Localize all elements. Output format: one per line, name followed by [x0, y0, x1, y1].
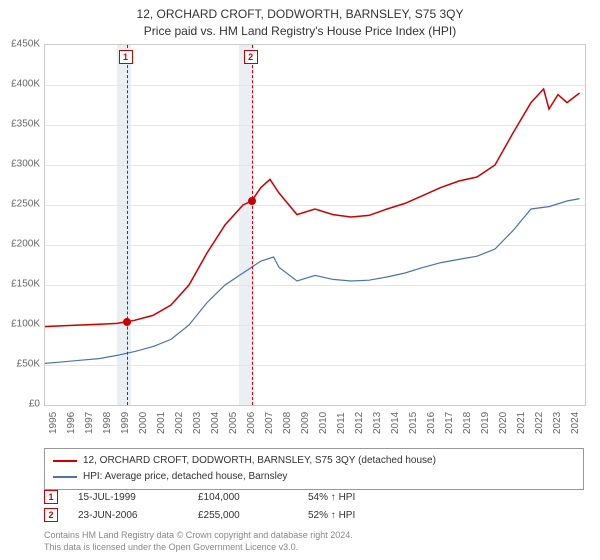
- transaction-point: [248, 197, 256, 205]
- legend-label: 12, ORCHARD CROFT, DODWORTH, BARNSLEY, S…: [83, 453, 436, 469]
- x-tick-label: 2003: [192, 412, 203, 434]
- x-tick-label: 2004: [210, 412, 221, 434]
- attribution-footer: Contains HM Land Registry data © Crown c…: [44, 530, 584, 553]
- series-line-price_paid: [45, 89, 580, 327]
- y-tick-label: £400K: [0, 79, 40, 90]
- transaction-pct: 54% ↑ HPI: [308, 492, 418, 503]
- x-tick-label: 2015: [408, 412, 419, 434]
- x-tick-label: 2013: [372, 412, 383, 434]
- chart-title-address: 12, ORCHARD CROFT, DODWORTH, BARNSLEY, S…: [0, 6, 600, 23]
- y-tick-label: £100K: [0, 319, 40, 330]
- legend-swatch: [53, 460, 77, 462]
- x-tick-label: 2020: [498, 412, 509, 434]
- y-tick-label: £350K: [0, 119, 40, 130]
- footer-line-1: Contains HM Land Registry data © Crown c…: [44, 530, 353, 540]
- x-tick-label: 1996: [66, 412, 77, 434]
- legend: 12, ORCHARD CROFT, DODWORTH, BARNSLEY, S…: [44, 448, 584, 490]
- event-marker: 1: [119, 50, 133, 64]
- x-tick-label: 1998: [102, 412, 113, 434]
- plot-area: [44, 44, 586, 406]
- series-line-hpi: [45, 199, 580, 364]
- x-tick-label: 1995: [48, 412, 59, 434]
- x-tick-label: 2001: [156, 412, 167, 434]
- legend-row: 12, ORCHARD CROFT, DODWORTH, BARNSLEY, S…: [53, 453, 575, 469]
- transaction-price: £255,000: [198, 510, 288, 521]
- legend-label: HPI: Average price, detached house, Barn…: [83, 469, 287, 485]
- transaction-date: 15-JUL-1999: [78, 492, 178, 503]
- transaction-point: [123, 318, 131, 326]
- event-marker: 2: [244, 50, 258, 64]
- x-tick-label: 2024: [570, 412, 581, 434]
- chart-container: 12, ORCHARD CROFT, DODWORTH, BARNSLEY, S…: [0, 0, 600, 560]
- chart-subtitle: Price paid vs. HM Land Registry's House …: [0, 23, 600, 40]
- event-marker: 2: [44, 508, 58, 522]
- title-block: 12, ORCHARD CROFT, DODWORTH, BARNSLEY, S…: [0, 0, 600, 40]
- x-tick-label: 1997: [84, 412, 95, 434]
- event-marker: 1: [44, 490, 58, 504]
- x-tick-label: 2007: [264, 412, 275, 434]
- x-tick-label: 2023: [552, 412, 563, 434]
- x-tick-label: 2000: [138, 412, 149, 434]
- transaction-row: 1 15-JUL-1999 £104,000 54% ↑ HPI: [44, 490, 584, 504]
- legend-swatch: [53, 476, 77, 478]
- x-tick-label: 1999: [120, 412, 131, 434]
- footer-line-2: This data is licensed under the Open Gov…: [44, 542, 298, 552]
- x-tick-label: 2008: [282, 412, 293, 434]
- x-tick-label: 2014: [390, 412, 401, 434]
- y-tick-label: £250K: [0, 199, 40, 210]
- legend-row: HPI: Average price, detached house, Barn…: [53, 469, 575, 485]
- x-tick-label: 2022: [534, 412, 545, 434]
- y-tick-label: £300K: [0, 159, 40, 170]
- x-tick-label: 2011: [336, 412, 347, 434]
- y-tick-label: £50K: [0, 359, 40, 370]
- x-tick-label: 2018: [462, 412, 473, 434]
- transactions-table: 1 15-JUL-1999 £104,000 54% ↑ HPI 2 23-JUN-200…: [44, 490, 584, 526]
- y-tick-label: £150K: [0, 279, 40, 290]
- y-tick-label: £450K: [0, 39, 40, 50]
- y-tick-label: £0: [0, 399, 40, 410]
- transaction-row: 2 23-JUN-2006 £255,000 52% ↑ HPI: [44, 508, 584, 522]
- x-tick-label: 2017: [444, 412, 455, 434]
- x-tick-label: 2006: [246, 412, 257, 434]
- x-tick-label: 2021: [516, 412, 527, 434]
- transaction-pct: 52% ↑ HPI: [308, 510, 418, 521]
- transaction-price: £104,000: [198, 492, 288, 503]
- x-tick-label: 2005: [228, 412, 239, 434]
- transaction-date: 23-JUN-2006: [78, 510, 178, 521]
- x-tick-label: 2002: [174, 412, 185, 434]
- x-tick-label: 2012: [354, 412, 365, 434]
- x-tick-label: 2019: [480, 412, 491, 434]
- x-tick-label: 2016: [426, 412, 437, 434]
- event-vline: [252, 45, 253, 405]
- event-vline: [127, 45, 128, 405]
- y-tick-label: £200K: [0, 239, 40, 250]
- x-tick-label: 2009: [300, 412, 311, 434]
- x-tick-label: 2010: [318, 412, 329, 434]
